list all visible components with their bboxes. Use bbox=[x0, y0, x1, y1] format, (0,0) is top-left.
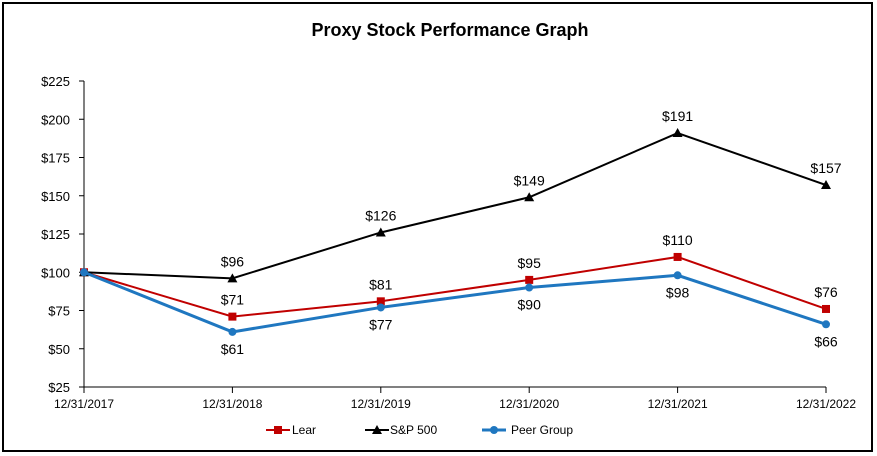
y-tick-label: $50 bbox=[48, 342, 70, 357]
legend-label: Lear bbox=[292, 423, 316, 437]
legend: Lear S&P 500 Peer Group bbox=[266, 423, 573, 437]
data-label: $191 bbox=[662, 108, 693, 124]
data-point-marker bbox=[227, 273, 238, 283]
series-peer-group bbox=[80, 268, 830, 336]
x-tick-label: 12/31/2021 bbox=[648, 397, 708, 411]
data-point-marker bbox=[376, 303, 385, 312]
y-tick-label: $150 bbox=[41, 189, 70, 204]
y-tick-label: $25 bbox=[48, 380, 70, 395]
data-point-marker bbox=[524, 192, 535, 202]
x-tick-label: 12/31/2017 bbox=[54, 397, 114, 411]
data-label: $61 bbox=[221, 341, 245, 357]
data-label: $90 bbox=[518, 297, 542, 313]
axes: $25 $50 $75 $100 $125 $150 $175 $200 $225 12/31/2… bbox=[41, 74, 856, 411]
data-point-marker bbox=[822, 304, 830, 313]
data-label: $98 bbox=[666, 284, 690, 300]
data-label: $110 bbox=[663, 232, 693, 248]
series-lear bbox=[80, 252, 830, 321]
data-label: $76 bbox=[814, 284, 838, 300]
data-label: $66 bbox=[814, 333, 838, 349]
data-labels-layer: $71 $81 $95 $110 $76 $96 $126 $149 $191 $157 $61 $7… bbox=[221, 108, 842, 357]
data-point-marker bbox=[375, 227, 386, 237]
y-tick-label: $225 bbox=[41, 74, 70, 89]
data-point-marker bbox=[672, 128, 683, 138]
x-tick-label: 12/31/2022 bbox=[796, 397, 856, 411]
data-point-marker bbox=[376, 297, 385, 306]
x-tick-label: 12/31/2018 bbox=[202, 397, 262, 411]
y-tick-label: $75 bbox=[48, 304, 70, 319]
chart-title: Proxy Stock Performance Graph bbox=[311, 20, 588, 40]
data-point-marker bbox=[822, 320, 830, 329]
data-point-marker bbox=[821, 180, 831, 190]
legend-label: S&P 500 bbox=[390, 423, 437, 437]
data-label: $81 bbox=[369, 276, 393, 292]
series-line bbox=[83, 270, 827, 334]
legend-marker bbox=[490, 426, 498, 434]
data-label: $126 bbox=[365, 207, 396, 223]
y-tick-label: $100 bbox=[41, 265, 70, 280]
data-point-marker bbox=[525, 275, 534, 284]
data-point-marker bbox=[673, 252, 682, 261]
series-line bbox=[83, 131, 827, 280]
series-line bbox=[83, 255, 827, 318]
data-point-marker bbox=[673, 271, 682, 280]
data-label: $95 bbox=[518, 255, 542, 271]
legend-item: Lear bbox=[266, 423, 316, 437]
legend-label: Peer Group bbox=[511, 423, 573, 437]
data-point-marker bbox=[228, 327, 237, 336]
x-tick-label: 12/31/2020 bbox=[499, 397, 559, 411]
data-label: $77 bbox=[369, 316, 393, 332]
series-s-p-500 bbox=[79, 128, 831, 283]
data-label: $149 bbox=[514, 172, 545, 188]
data-point-marker bbox=[80, 268, 88, 277]
y-tick-label: $175 bbox=[41, 151, 70, 166]
data-label: $157 bbox=[810, 160, 841, 176]
y-tick-label: $125 bbox=[41, 227, 70, 242]
legend-marker bbox=[372, 425, 382, 434]
legend-item: S&P 500 bbox=[365, 423, 437, 437]
series-layer bbox=[79, 128, 831, 336]
data-point-marker bbox=[228, 312, 237, 321]
legend-item: Peer Group bbox=[482, 423, 573, 437]
data-label: $71 bbox=[221, 292, 245, 308]
data-label: $96 bbox=[221, 253, 245, 269]
x-tick-label: 12/31/2019 bbox=[351, 397, 411, 411]
data-point-marker bbox=[525, 283, 534, 292]
legend-marker bbox=[274, 426, 282, 434]
y-tick-label: $200 bbox=[41, 112, 70, 127]
